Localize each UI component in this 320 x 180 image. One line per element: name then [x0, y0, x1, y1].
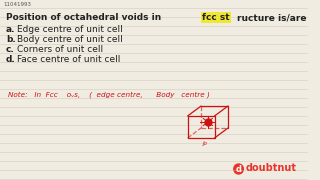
- Text: d: d: [236, 165, 242, 174]
- Text: Body centre of unit cell: Body centre of unit cell: [17, 35, 123, 44]
- Text: Note:   In  Fcc    oᵥs,    (  edge centre,      Body   centre ): Note: In Fcc oᵥs, ( edge centre, Body ce…: [8, 91, 210, 98]
- Text: 11041993: 11041993: [3, 2, 31, 7]
- Circle shape: [234, 164, 244, 174]
- Text: ructure is/are: ructure is/are: [237, 13, 306, 22]
- Text: fcc st: fcc st: [202, 13, 230, 22]
- Text: d.: d.: [6, 55, 16, 64]
- Text: doubtnut: doubtnut: [245, 163, 296, 173]
- Text: c.: c.: [6, 45, 14, 54]
- Text: Corners of unit cell: Corners of unit cell: [17, 45, 103, 54]
- Text: b.: b.: [6, 35, 16, 44]
- Text: Jo: Jo: [204, 141, 208, 146]
- Text: Edge centre of unit cell: Edge centre of unit cell: [17, 25, 123, 34]
- Text: a.: a.: [6, 25, 15, 34]
- Text: Face centre of unit cell: Face centre of unit cell: [17, 55, 121, 64]
- Text: Position of octahedral voids in: Position of octahedral voids in: [6, 13, 164, 22]
